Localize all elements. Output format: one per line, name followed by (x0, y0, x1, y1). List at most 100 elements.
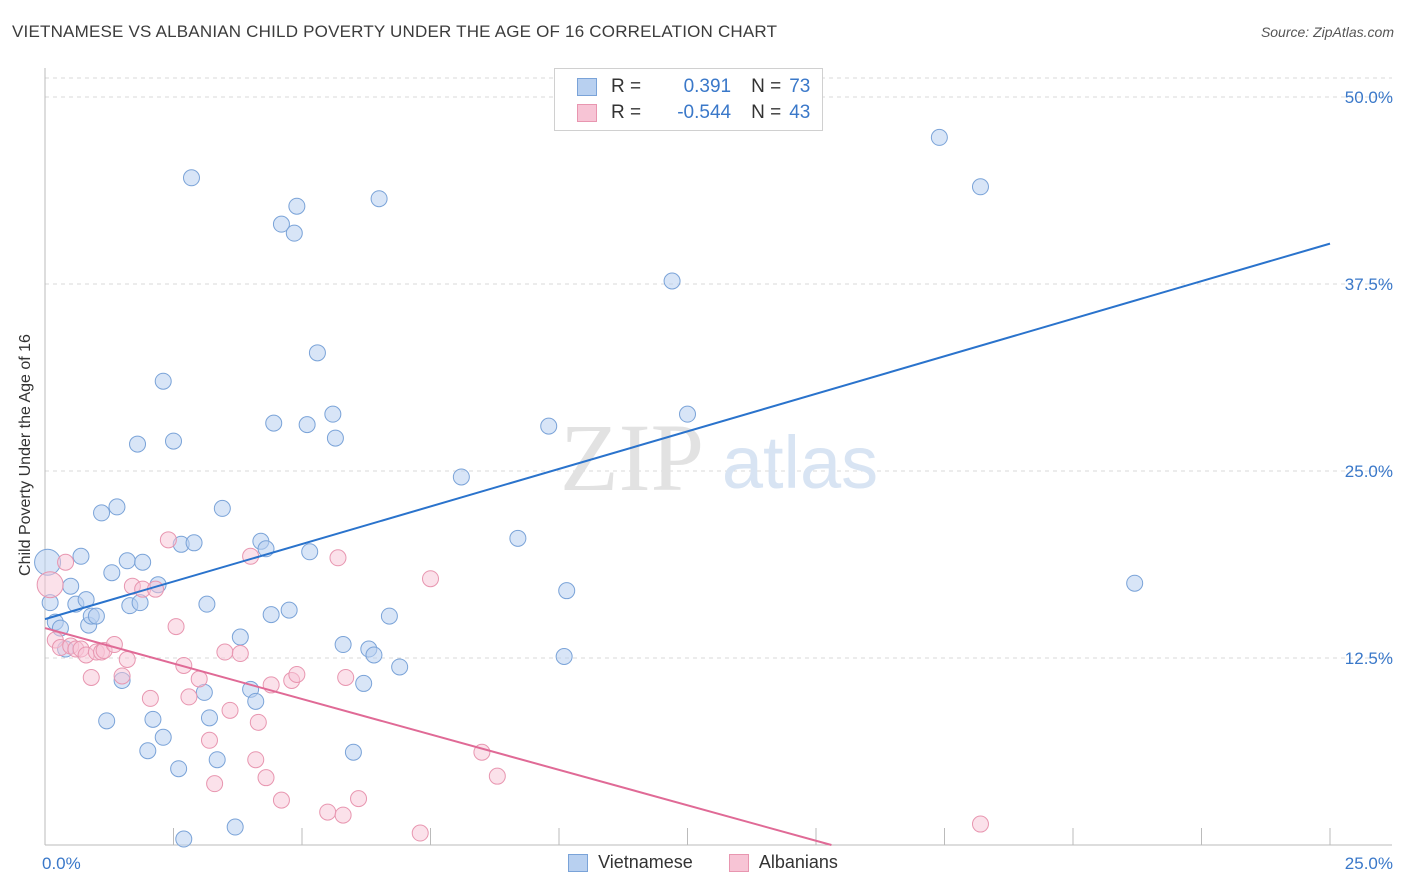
albanians-point[interactable] (971, 815, 989, 833)
vietnamese-point[interactable] (139, 742, 157, 760)
vietnamese-point[interactable] (1126, 574, 1144, 592)
vietnamese-point[interactable] (98, 712, 116, 730)
vietnamese-point[interactable] (154, 728, 172, 746)
albanians-point[interactable] (57, 553, 75, 571)
vietnamese-point[interactable] (129, 435, 147, 453)
vietnamese-point[interactable] (558, 582, 576, 600)
vietnamese-point[interactable] (247, 692, 265, 710)
vietnamese-point[interactable] (62, 577, 80, 595)
vietnamese-point[interactable] (231, 628, 249, 646)
vietnamese-point[interactable] (165, 432, 182, 450)
vietnamese-point[interactable] (213, 499, 231, 517)
albanians-point[interactable] (82, 668, 100, 686)
vietnamese-swatch (577, 78, 597, 96)
vietnamese-point[interactable] (208, 751, 226, 769)
albanians-point[interactable] (221, 701, 239, 719)
vietnamese-point[interactable] (344, 743, 362, 761)
albanians-point[interactable] (334, 806, 352, 824)
albanians-point[interactable] (141, 689, 159, 707)
albanians-trend-line (44, 627, 832, 846)
albanians-point[interactable] (36, 571, 64, 599)
albanians-point[interactable] (200, 731, 218, 749)
vietnamese-point[interactable] (930, 128, 948, 146)
albanians-point[interactable] (105, 636, 123, 654)
vietnamese-point[interactable] (288, 197, 306, 215)
vietnamese-point[interactable] (134, 553, 152, 571)
albanians-point[interactable] (488, 767, 506, 785)
albanians-point[interactable] (216, 643, 234, 661)
x-tick-label: 25.0% (1345, 854, 1393, 873)
albanians-legend-swatch (728, 853, 749, 872)
vietnamese-point[interactable] (285, 224, 303, 242)
vietnamese-point[interactable] (265, 414, 283, 432)
vietnamese-point[interactable] (326, 429, 344, 447)
vietnamese-point[interactable] (308, 344, 326, 362)
albanians-point[interactable] (257, 769, 275, 787)
vietnamese-point[interactable] (334, 636, 352, 654)
albanians-point[interactable] (422, 570, 439, 588)
correlation-legend: R = 0.391 N = 73 R = -0.544 N = 43 (554, 68, 823, 131)
vietnamese-point[interactable] (298, 416, 316, 434)
vietnamese-legend-swatch (568, 853, 589, 872)
vietnamese-point[interactable] (555, 648, 573, 666)
albanians-point[interactable] (231, 645, 249, 663)
vietnamese-point[interactable] (663, 272, 681, 290)
watermark: ZIP atlas (560, 404, 878, 511)
vietnamese-point[interactable] (324, 405, 342, 423)
vietnamese-point[interactable] (154, 372, 172, 390)
albanians-point[interactable] (118, 650, 136, 668)
vietnamese-point[interactable] (182, 169, 200, 187)
x-tick-label: 0.0% (42, 854, 81, 873)
vietnamese-point[interactable] (226, 818, 244, 836)
vietnamese-point[interactable] (509, 529, 527, 547)
vietnamese-point[interactable] (540, 417, 558, 435)
vietnamese-n-label: N = (751, 76, 782, 97)
albanians-point[interactable] (288, 665, 306, 683)
albanians-point[interactable] (242, 547, 260, 565)
albanians-point[interactable] (190, 670, 208, 688)
vietnamese-point[interactable] (200, 709, 218, 727)
albanians-point[interactable] (272, 791, 290, 809)
albanians-point[interactable] (249, 713, 267, 731)
vietnamese-point[interactable] (679, 405, 696, 423)
albanians-point[interactable] (159, 531, 177, 549)
legend-item-vietnamese[interactable]: Vietnamese (568, 852, 693, 873)
vietnamese-point[interactable] (198, 595, 216, 613)
albanians-point[interactable] (411, 824, 429, 842)
legend-item-albanians[interactable]: Albanians (728, 852, 838, 873)
vietnamese-point[interactable] (118, 552, 136, 570)
albanians-point[interactable] (319, 803, 337, 821)
vietnamese-point[interactable] (87, 607, 105, 625)
vietnamese-point[interactable] (72, 547, 90, 565)
vietnamese-point[interactable] (391, 658, 409, 676)
vietnamese-point[interactable] (280, 601, 298, 619)
vietnamese-point[interactable] (301, 543, 319, 561)
albanians-point[interactable] (329, 549, 347, 567)
albanians-point[interactable] (180, 688, 198, 706)
albanians-n-value: 43 (789, 102, 811, 123)
vietnamese-point[interactable] (370, 190, 388, 208)
albanians-point[interactable] (206, 775, 224, 793)
albanians-point[interactable] (350, 790, 368, 808)
vietnamese-point[interactable] (365, 646, 383, 664)
vietnamese-trend-line (44, 242, 1331, 621)
vietnamese-point[interactable] (34, 548, 62, 576)
albanians-point[interactable] (167, 618, 185, 636)
vietnamese-point[interactable] (175, 830, 193, 848)
vietnamese-point[interactable] (103, 564, 121, 582)
vietnamese-point[interactable] (108, 498, 126, 516)
vietnamese-point[interactable] (452, 468, 470, 486)
vietnamese-point[interactable] (272, 215, 290, 233)
vietnamese-legend-label: Vietnamese (598, 852, 693, 872)
vietnamese-point[interactable] (355, 674, 373, 692)
vietnamese-point[interactable] (971, 178, 989, 196)
vietnamese-point[interactable] (262, 606, 280, 624)
albanians-point[interactable] (247, 751, 265, 769)
vietnamese-point[interactable] (144, 710, 162, 728)
vietnamese-point[interactable] (170, 760, 188, 778)
albanians-point[interactable] (337, 668, 355, 686)
vietnamese-point[interactable] (93, 504, 111, 522)
vietnamese-point[interactable] (185, 534, 203, 552)
albanians-point[interactable] (113, 667, 131, 685)
vietnamese-point[interactable] (380, 607, 398, 625)
